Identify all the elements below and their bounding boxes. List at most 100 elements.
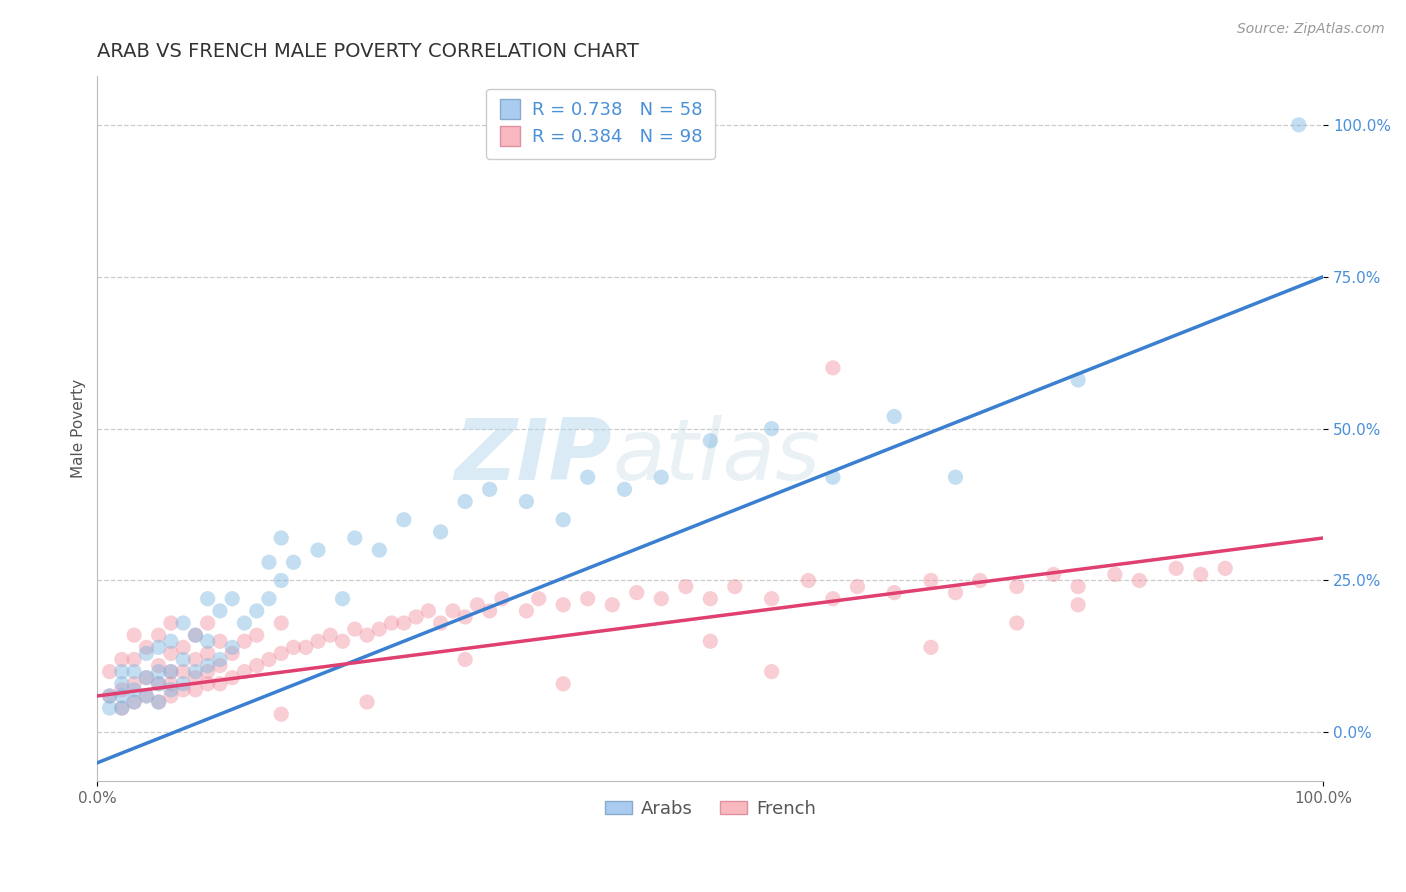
Point	[283, 640, 305, 655]
Point	[613, 483, 636, 497]
Point	[392, 513, 415, 527]
Point	[576, 470, 599, 484]
Point	[405, 610, 427, 624]
Point	[650, 470, 672, 484]
Point	[1213, 561, 1236, 575]
Point	[233, 665, 256, 679]
Point	[883, 409, 905, 424]
Point	[1067, 598, 1090, 612]
Text: ZIP: ZIP	[454, 416, 612, 499]
Point	[98, 665, 121, 679]
Point	[821, 470, 844, 484]
Point	[148, 665, 170, 679]
Point	[172, 640, 194, 655]
Point	[148, 640, 170, 655]
Point	[221, 647, 243, 661]
Point	[172, 677, 194, 691]
Point	[148, 695, 170, 709]
Point	[454, 652, 477, 666]
Point	[761, 591, 783, 606]
Point	[920, 574, 942, 588]
Point	[197, 665, 219, 679]
Point	[429, 524, 451, 539]
Point	[356, 628, 378, 642]
Point	[111, 665, 134, 679]
Point	[761, 421, 783, 435]
Point	[392, 615, 415, 630]
Point	[418, 604, 440, 618]
Point	[122, 677, 145, 691]
Point	[208, 634, 231, 648]
Point	[945, 585, 967, 599]
Point	[257, 555, 280, 569]
Point	[184, 628, 207, 642]
Point	[821, 591, 844, 606]
Point	[160, 647, 183, 661]
Point	[122, 695, 145, 709]
Point	[478, 483, 501, 497]
Point	[197, 658, 219, 673]
Point	[699, 634, 721, 648]
Point	[553, 677, 575, 691]
Legend: Arabs, French: Arabs, French	[598, 792, 823, 825]
Point	[111, 677, 134, 691]
Point	[1005, 615, 1028, 630]
Point	[233, 634, 256, 648]
Point	[160, 677, 183, 691]
Point	[184, 665, 207, 679]
Point	[172, 682, 194, 697]
Point	[478, 604, 501, 618]
Point	[1042, 567, 1064, 582]
Point	[307, 634, 329, 648]
Point	[197, 647, 219, 661]
Point	[454, 610, 477, 624]
Point	[184, 671, 207, 685]
Point	[184, 682, 207, 697]
Point	[148, 658, 170, 673]
Point	[969, 574, 991, 588]
Point	[208, 677, 231, 691]
Point	[600, 598, 623, 612]
Point	[160, 665, 183, 679]
Point	[699, 591, 721, 606]
Point	[122, 695, 145, 709]
Point	[553, 513, 575, 527]
Point	[441, 604, 464, 618]
Point	[675, 580, 697, 594]
Point	[221, 640, 243, 655]
Point	[111, 701, 134, 715]
Point	[1166, 561, 1188, 575]
Point	[160, 665, 183, 679]
Point	[246, 628, 269, 642]
Point	[98, 701, 121, 715]
Text: atlas: atlas	[612, 416, 820, 499]
Point	[135, 689, 157, 703]
Point	[307, 543, 329, 558]
Point	[270, 615, 292, 630]
Point	[761, 665, 783, 679]
Point	[98, 689, 121, 703]
Text: ARAB VS FRENCH MALE POVERTY CORRELATION CHART: ARAB VS FRENCH MALE POVERTY CORRELATION …	[97, 42, 640, 61]
Point	[343, 531, 366, 545]
Point	[208, 604, 231, 618]
Point	[1067, 373, 1090, 387]
Point	[122, 652, 145, 666]
Point	[381, 615, 404, 630]
Point	[283, 555, 305, 569]
Point	[208, 658, 231, 673]
Point	[160, 634, 183, 648]
Point	[356, 695, 378, 709]
Point	[270, 707, 292, 722]
Point	[111, 701, 134, 715]
Point	[332, 591, 354, 606]
Point	[148, 628, 170, 642]
Point	[1104, 567, 1126, 582]
Point	[98, 689, 121, 703]
Point	[135, 671, 157, 685]
Point	[257, 652, 280, 666]
Point	[1005, 580, 1028, 594]
Point	[111, 652, 134, 666]
Point	[1288, 118, 1310, 132]
Text: Source: ZipAtlas.com: Source: ZipAtlas.com	[1237, 22, 1385, 37]
Point	[221, 591, 243, 606]
